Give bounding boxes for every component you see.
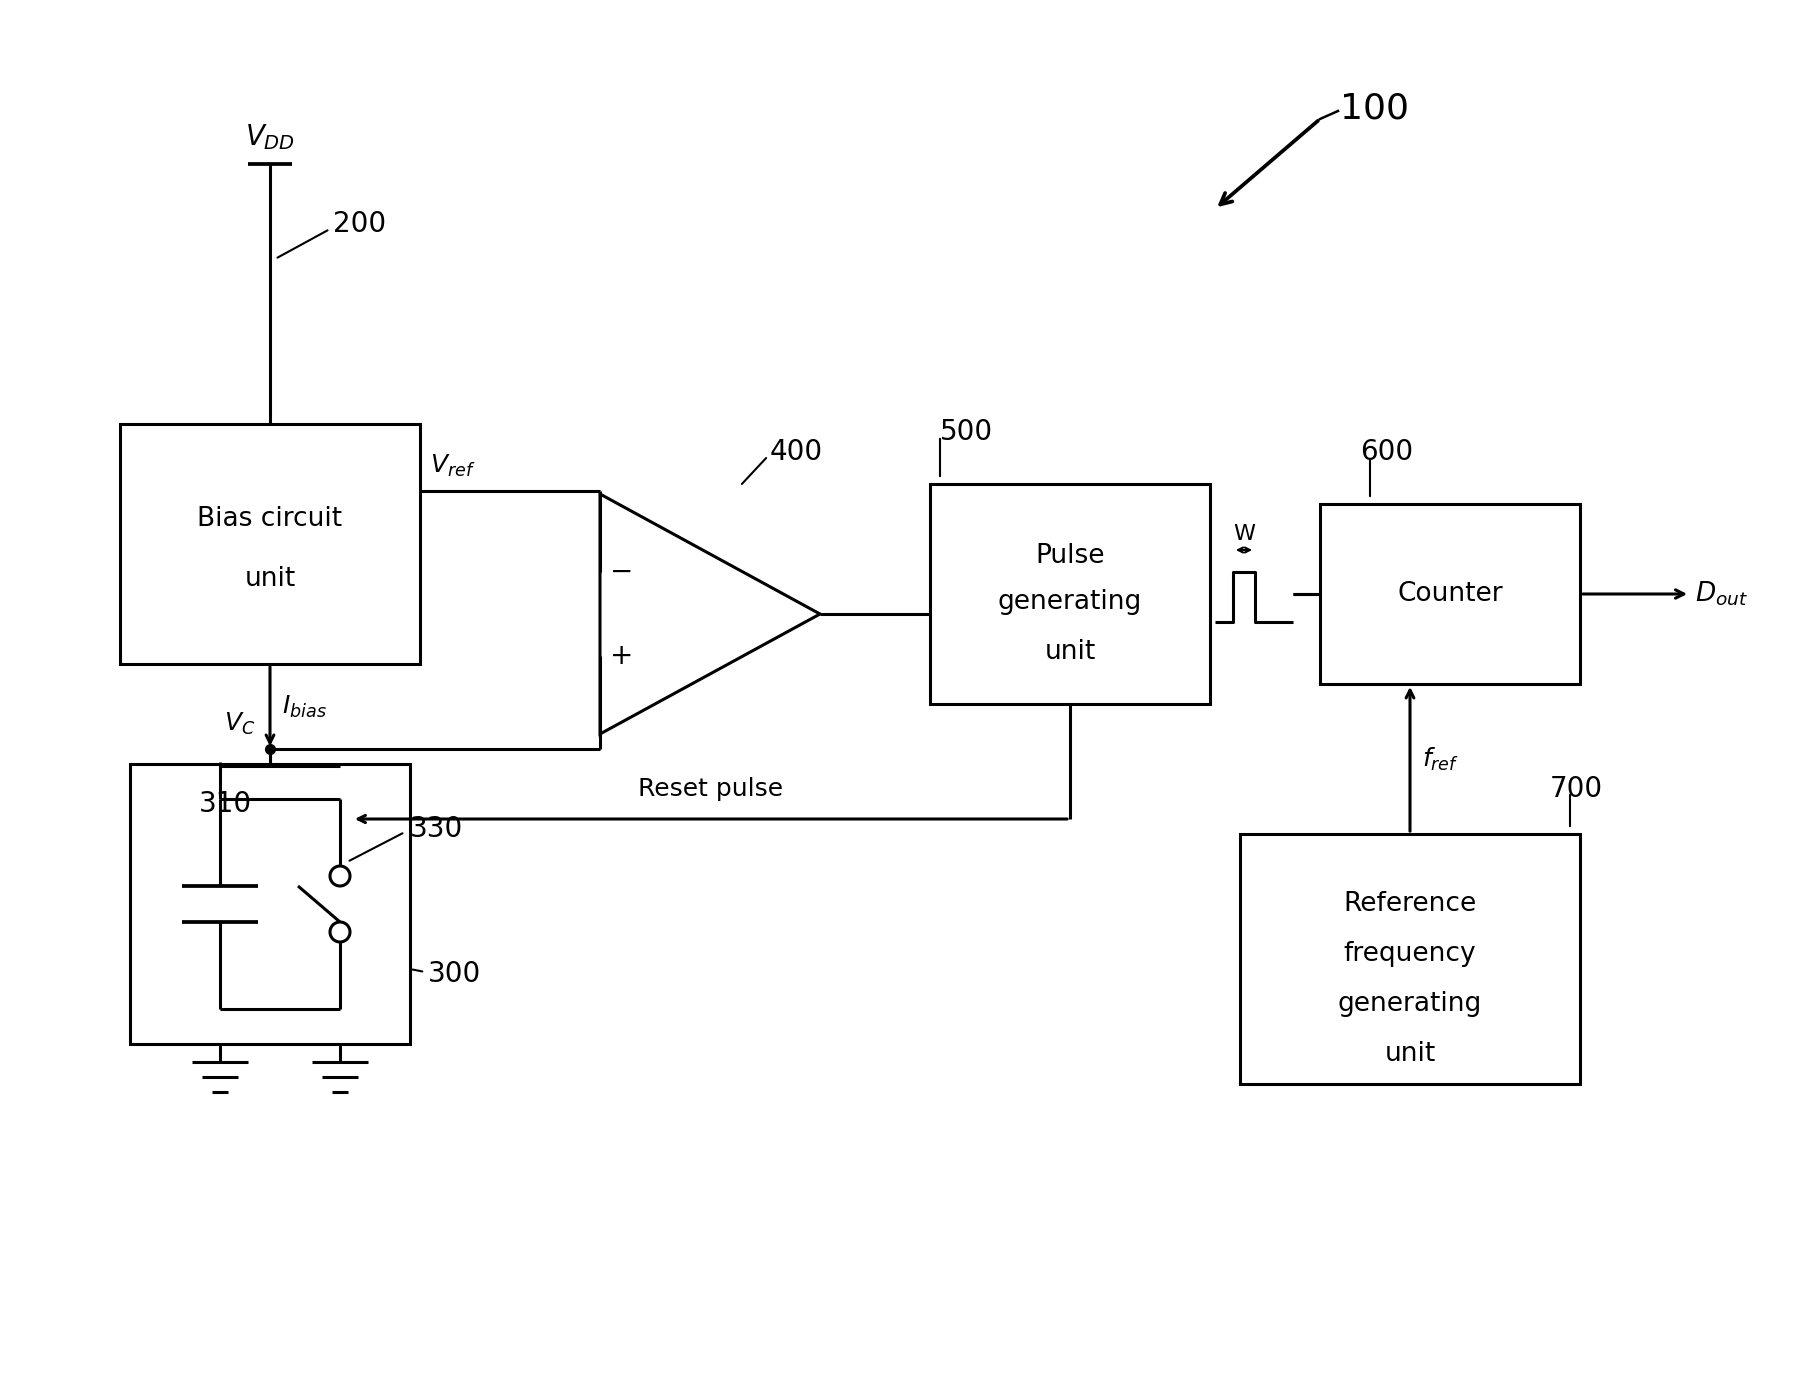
- Text: 600: 600: [1360, 437, 1412, 466]
- Text: 310: 310: [198, 790, 252, 818]
- Text: +: +: [611, 642, 634, 670]
- Text: Bias circuit: Bias circuit: [198, 507, 343, 531]
- Text: 330: 330: [410, 815, 464, 843]
- Text: Counter: Counter: [1398, 581, 1502, 608]
- Text: $I_{bias}$: $I_{bias}$: [282, 693, 327, 720]
- Text: $V_{ref}$: $V_{ref}$: [429, 453, 476, 479]
- Bar: [129, 764, 410, 1044]
- Bar: [931, 484, 1209, 704]
- Text: $D_{out}$: $D_{out}$: [1695, 580, 1748, 608]
- Text: $V_{DD}$: $V_{DD}$: [244, 122, 295, 152]
- Text: 500: 500: [940, 418, 994, 446]
- Text: unit: unit: [1384, 1041, 1436, 1067]
- Text: −: −: [611, 558, 634, 585]
- Text: 100: 100: [1341, 91, 1409, 126]
- Bar: [1240, 835, 1580, 1084]
- Text: generating: generating: [1339, 991, 1483, 1017]
- Text: 300: 300: [428, 960, 482, 988]
- Text: $f_{ref}$: $f_{ref}$: [1421, 746, 1459, 772]
- Text: W: W: [1233, 525, 1254, 544]
- Text: unit: unit: [244, 566, 297, 592]
- Text: Pulse: Pulse: [1035, 543, 1105, 569]
- Text: 700: 700: [1551, 775, 1603, 803]
- Bar: [1321, 504, 1580, 684]
- Text: Reference: Reference: [1344, 891, 1477, 918]
- Text: Reset pulse: Reset pulse: [638, 776, 783, 801]
- Text: frequency: frequency: [1344, 941, 1477, 967]
- Text: unit: unit: [1044, 639, 1096, 664]
- Text: generating: generating: [997, 590, 1143, 614]
- Text: 200: 200: [332, 210, 386, 238]
- Text: $V_C$: $V_C$: [225, 711, 255, 738]
- Bar: [120, 424, 420, 664]
- Text: 400: 400: [769, 437, 823, 466]
